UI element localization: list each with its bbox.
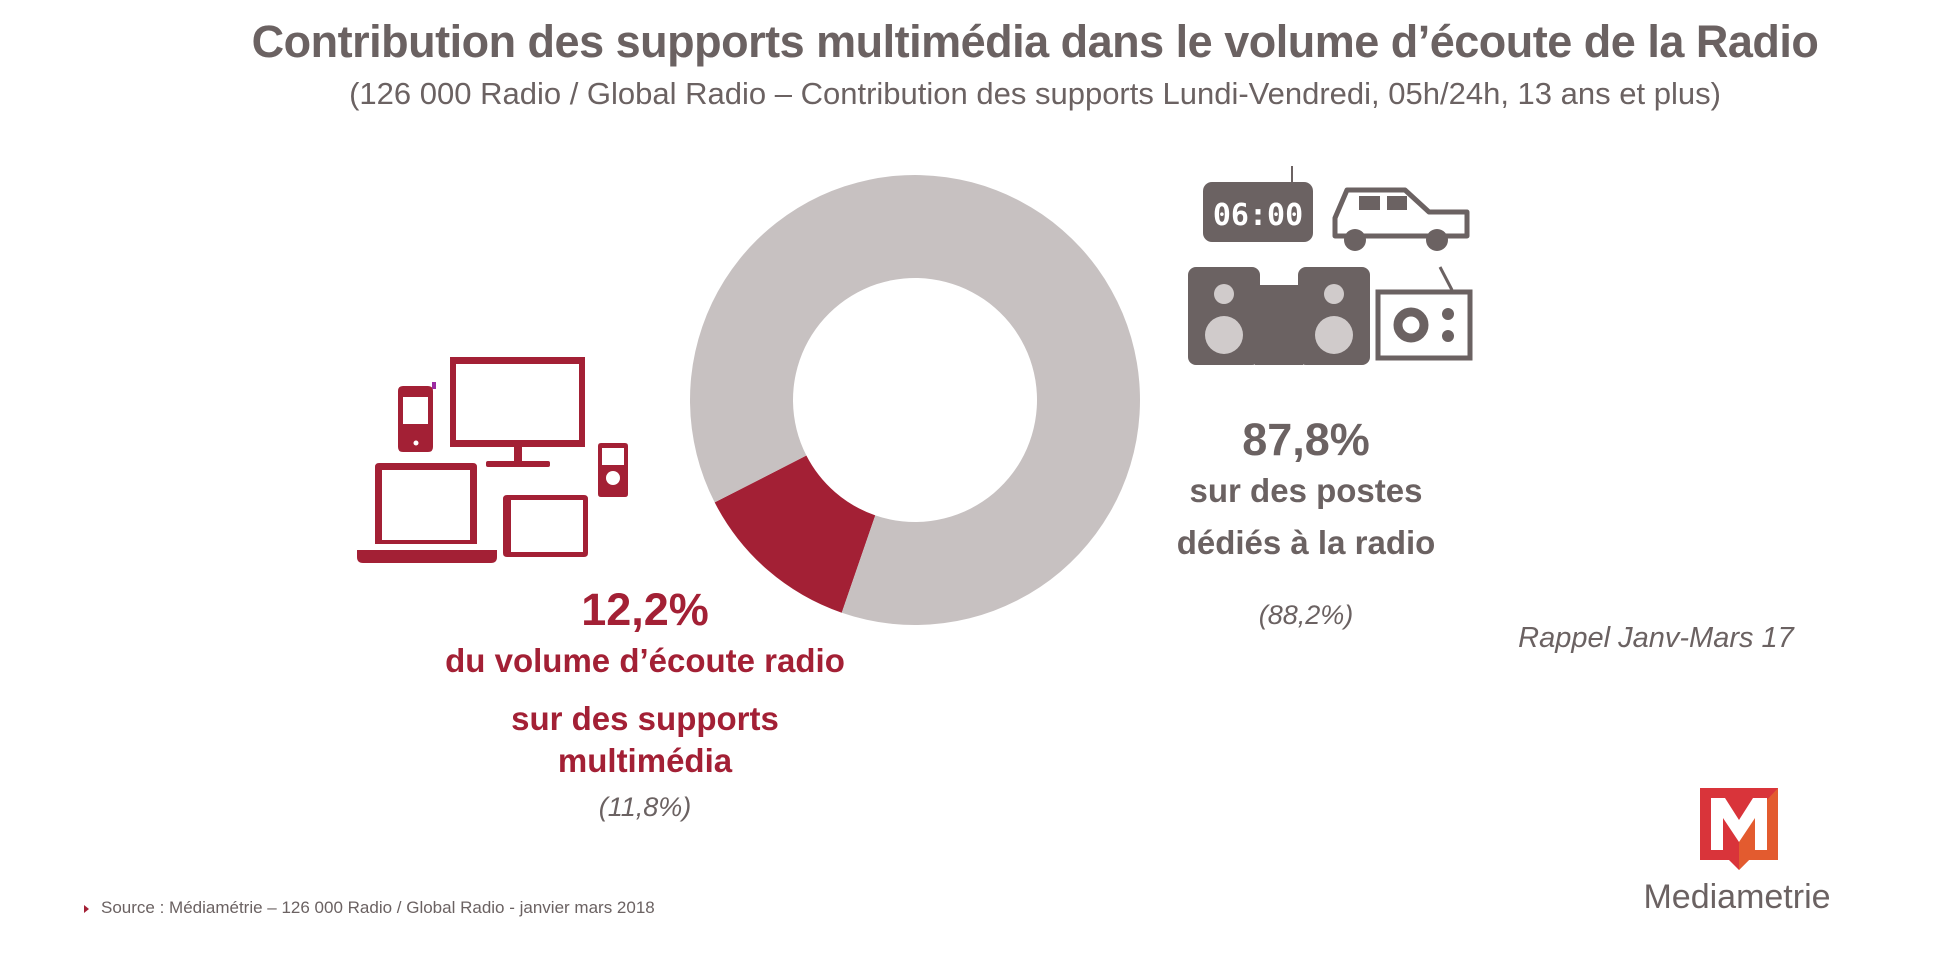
mediametrie-logo — [1700, 788, 1778, 870]
mp3-player-icon — [598, 443, 628, 497]
multimedia-devices-icon — [357, 357, 628, 563]
source-note: Source : Médiamétrie – 126 000 Radio / G… — [84, 898, 655, 918]
laptop-icon — [357, 463, 497, 563]
dedicated-percent: 87,8% — [1242, 414, 1370, 465]
radio-alarm-clock-icon: 06:00 — [1203, 166, 1313, 242]
donut-slice-multimedia — [714, 455, 876, 613]
dedicated-desc-line-1: sur des postes — [1189, 472, 1423, 509]
donut-chart — [690, 175, 1140, 626]
tablet-icon — [503, 495, 588, 557]
radio-devices-icon: 06:00 — [1188, 166, 1473, 365]
smartphone-icon — [398, 382, 436, 452]
multimedia-previous: (11,8%) — [598, 792, 692, 822]
portable-radio-icon — [1375, 266, 1473, 361]
page-title: Contribution des supports multimédia dan… — [251, 16, 1819, 67]
dedicated-previous: (88,2%) — [1258, 600, 1354, 630]
hifi-speakers-icon — [1188, 267, 1370, 365]
page-subtitle: (126 000 Radio / Global Radio – Contribu… — [349, 76, 1721, 111]
multimedia-percent: 12,2% — [581, 584, 709, 635]
multimedia-desc-line-2: sur des supports — [511, 700, 779, 737]
monitor-icon — [450, 357, 585, 467]
donut-slice-dedicated — [690, 175, 1140, 626]
logo-text: Mediametrie — [1643, 878, 1831, 916]
multimedia-desc-line-3: multimédia — [557, 742, 733, 779]
multimedia-desc-line-1: du volume d’écoute radio — [445, 642, 845, 679]
car-icon — [1332, 187, 1470, 251]
dedicated-desc-line-2: dédiés à la radio — [1176, 524, 1436, 561]
clock-display: 06:00 — [1213, 198, 1303, 233]
bullet-triangle-icon — [84, 904, 89, 913]
reminder-annotation: Rappel Janv-Mars 17 — [1518, 622, 1794, 654]
source-text: Source : Médiamétrie – 126 000 Radio / G… — [101, 898, 655, 917]
